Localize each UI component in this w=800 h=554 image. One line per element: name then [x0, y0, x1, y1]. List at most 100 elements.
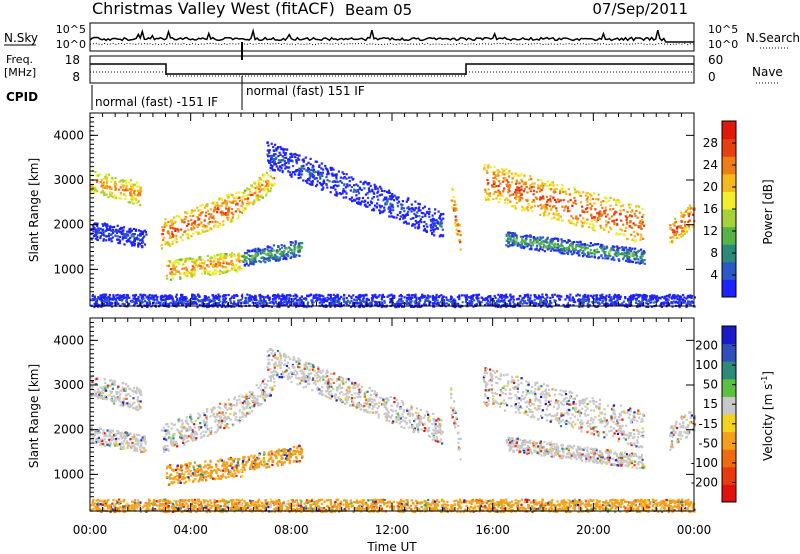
scatter-cell	[550, 207, 553, 210]
scatter-cell	[690, 295, 694, 298]
scatter-cell	[193, 263, 196, 266]
scatter-cell	[623, 234, 626, 237]
scatter-cell	[389, 207, 392, 210]
scatter-cell	[371, 189, 374, 192]
scatter-cell	[121, 230, 124, 233]
scatter-cell	[300, 165, 303, 168]
scatter-cell	[359, 295, 362, 298]
scatter-cell	[545, 205, 548, 209]
scatter-cell	[159, 303, 162, 306]
scatter-cell	[521, 239, 524, 242]
scatter-cell	[295, 160, 298, 163]
scatter-cell	[258, 248, 261, 251]
scatter-cell	[358, 197, 361, 200]
scatter-cell	[265, 187, 268, 191]
scatter-cell	[230, 259, 233, 263]
scatter-cell	[282, 252, 285, 255]
scatter-cell	[561, 188, 564, 192]
scatter-cell	[389, 209, 392, 212]
scatter-cell	[524, 302, 527, 305]
scatter-cell	[678, 234, 681, 237]
scatter-cell	[113, 297, 116, 300]
scatter-cell	[524, 245, 527, 248]
scatter-cell	[534, 248, 537, 251]
scatter-cell	[222, 299, 225, 302]
scatter-cell	[129, 201, 132, 204]
scatter-cell	[631, 298, 634, 301]
scatter-cell	[90, 298, 94, 301]
scatter-cell	[591, 295, 594, 298]
scatter-cell	[233, 267, 236, 270]
scatter-cell	[190, 211, 193, 214]
scatter-cell	[315, 160, 319, 163]
scatter-cell	[491, 170, 494, 173]
scatter-cell	[108, 237, 111, 240]
scatter-cell	[569, 304, 572, 307]
scatter-cell	[413, 305, 416, 308]
scatter-cell	[178, 300, 181, 303]
scatter-cell	[561, 240, 564, 243]
scatter-cell	[598, 213, 601, 216]
scatter-cell	[628, 259, 631, 263]
scatter-cell	[93, 305, 96, 309]
scatter-cell	[103, 293, 106, 296]
scatter-cell	[251, 301, 254, 304]
scatter-cell	[242, 206, 245, 209]
scatter-cell	[143, 235, 146, 238]
scatter-cell	[417, 202, 420, 205]
scatter-cell	[111, 236, 114, 239]
scatter-cell	[308, 179, 311, 182]
scatter-cell	[454, 221, 457, 224]
scatter-cell	[522, 296, 525, 300]
scatter-cell	[579, 244, 583, 247]
scatter-cell	[166, 231, 169, 234]
scatter-cell	[431, 217, 434, 220]
scatter-cell	[342, 196, 345, 199]
scatter-cell	[578, 191, 581, 194]
scatter-cell	[166, 264, 169, 267]
scatter-cell	[621, 248, 624, 251]
scatter-cell	[539, 301, 542, 304]
scatter-cell	[218, 298, 221, 301]
scatter-cell	[254, 189, 257, 192]
scatter-cell	[540, 179, 543, 182]
scatter-cell	[397, 300, 400, 303]
scatter-cell	[254, 302, 257, 305]
scatter-cell	[350, 295, 353, 298]
scatter-cell	[378, 204, 381, 207]
scatter-cell	[337, 298, 340, 301]
scatter-cell	[431, 228, 434, 231]
scatter-cell	[357, 184, 360, 187]
scatter-cell	[185, 232, 188, 236]
scatter-cell	[378, 194, 381, 197]
scatter-cell	[556, 213, 559, 216]
scatter-cell	[348, 294, 351, 297]
scatter-cell	[116, 296, 119, 300]
scatter-cell	[485, 169, 488, 172]
scatter-cell	[593, 229, 597, 232]
scatter-cell	[410, 301, 413, 304]
scatter-cell	[274, 143, 277, 146]
scatter-cell	[576, 250, 579, 253]
scatter-cell	[373, 300, 377, 303]
scatter-cell	[101, 190, 104, 193]
scatter-cell	[400, 206, 403, 209]
scatter-cell	[690, 300, 693, 303]
scatter-cell	[281, 147, 284, 150]
scatter-cell	[453, 223, 457, 226]
scatter-cell	[102, 303, 106, 306]
scatter-cell	[577, 193, 580, 196]
scatter-cell	[362, 298, 365, 301]
nsearch-label: N.Search	[746, 31, 800, 45]
scatter-cell	[242, 209, 245, 212]
scatter-cell	[140, 241, 143, 244]
scatter-cell	[214, 204, 218, 207]
scatter-cell	[212, 210, 215, 213]
scatter-cell	[586, 295, 589, 298]
scatter-cell	[199, 255, 203, 259]
scatter-cell	[219, 300, 222, 303]
scatter-cell	[559, 199, 562, 202]
scatter-cell	[268, 297, 271, 300]
scatter-cell	[391, 195, 395, 198]
scatter-cell	[249, 190, 252, 193]
